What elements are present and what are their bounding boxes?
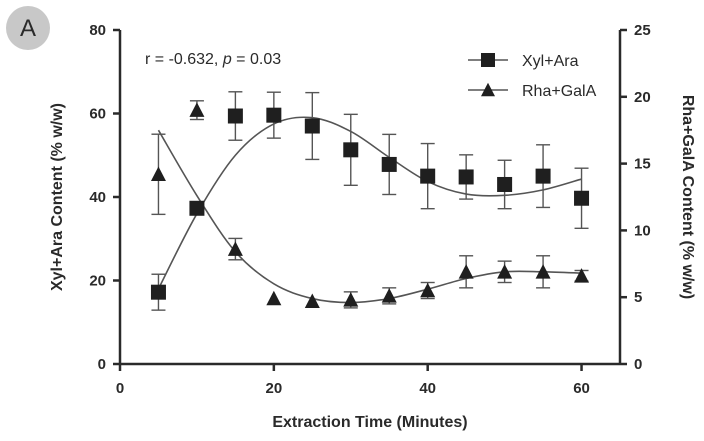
y2-tick-label: 15 xyxy=(634,156,651,173)
rha-gala-point xyxy=(266,290,282,306)
y-tick-label: 60 xyxy=(89,106,106,123)
y-axis-title: Xyl+Ara Content (% w/w) xyxy=(49,103,66,291)
y2-tick-label: 5 xyxy=(634,289,642,306)
xyl-ara-point xyxy=(343,142,359,158)
rha-gala-legend-label: Rha+GalA xyxy=(522,83,597,100)
panel-badge: A xyxy=(6,6,50,50)
y2-tick-label: 20 xyxy=(634,89,651,106)
rha-gala-point xyxy=(227,241,243,256)
y-tick-label: 20 xyxy=(89,273,106,290)
xyl-ara-fit-curve xyxy=(157,116,582,290)
rha-gala-point xyxy=(343,292,359,307)
xyl-ara-point xyxy=(420,168,436,184)
rha-gala-point xyxy=(535,264,551,279)
rha-gala-point xyxy=(189,102,205,117)
r-text: r = -0.632, xyxy=(145,51,223,68)
p-symbol: p xyxy=(222,51,232,68)
y2-tick-label: 0 xyxy=(634,356,642,373)
y2-tick-label: 10 xyxy=(634,222,651,239)
x-tick-label: 60 xyxy=(573,380,590,397)
rha-gala-point xyxy=(381,288,397,303)
panel-label: A xyxy=(20,15,36,42)
y2-tick-label: 25 xyxy=(634,22,651,39)
xyl-ara-legend-label: Xyl+Ara xyxy=(522,53,579,70)
x-tick-label: 40 xyxy=(419,380,436,397)
correlation-annotation: r = -0.632, p = 0.03 xyxy=(145,51,281,68)
xyl-ara-point xyxy=(189,200,205,216)
rha-gala-point xyxy=(574,268,590,283)
xyl-ara-point xyxy=(304,118,320,134)
xyl-ara-point xyxy=(266,107,282,123)
error-bars xyxy=(151,91,589,311)
xyl-ara-point xyxy=(458,169,474,185)
p-value-text: = 0.03 xyxy=(232,51,281,68)
x-tick-label: 20 xyxy=(266,380,283,397)
xyl-ara-point xyxy=(227,108,243,124)
rha-gala-point xyxy=(458,264,474,279)
xyl-ara-legend-marker xyxy=(481,53,495,67)
y-tick-label: 80 xyxy=(89,22,106,39)
rha-gala-point xyxy=(150,166,166,182)
rha-gala-point xyxy=(420,282,436,298)
xyl-ara-point xyxy=(150,284,166,300)
xyl-ara-point xyxy=(535,168,551,184)
rha-gala-point xyxy=(497,264,513,279)
x-tick-label: 0 xyxy=(116,380,124,397)
xyl-ara-point xyxy=(497,176,513,192)
legend: Xyl+Ara Rha+GalA xyxy=(468,53,597,100)
panel-badge-circle xyxy=(6,6,50,50)
xyl-ara-point xyxy=(381,156,397,172)
y-tick-label: 40 xyxy=(89,189,106,206)
rha-gala-legend-marker xyxy=(481,82,495,97)
data-markers xyxy=(150,102,590,308)
axes: 0 20 40 60 0 20 40 60 80 0 5 10 15 20 25 Extraction Tim… xyxy=(49,22,696,431)
y-tick-label: 0 xyxy=(98,356,106,373)
x-axis-title: Extraction Time (Minutes) xyxy=(272,414,467,431)
rha-gala-fit-curve xyxy=(157,129,582,304)
xyl-ara-point xyxy=(574,190,590,206)
fit-curves xyxy=(157,116,582,304)
y2-axis-title: Rha+GalA Content (% w/w) xyxy=(679,95,696,299)
rha-gala-point xyxy=(304,293,320,308)
